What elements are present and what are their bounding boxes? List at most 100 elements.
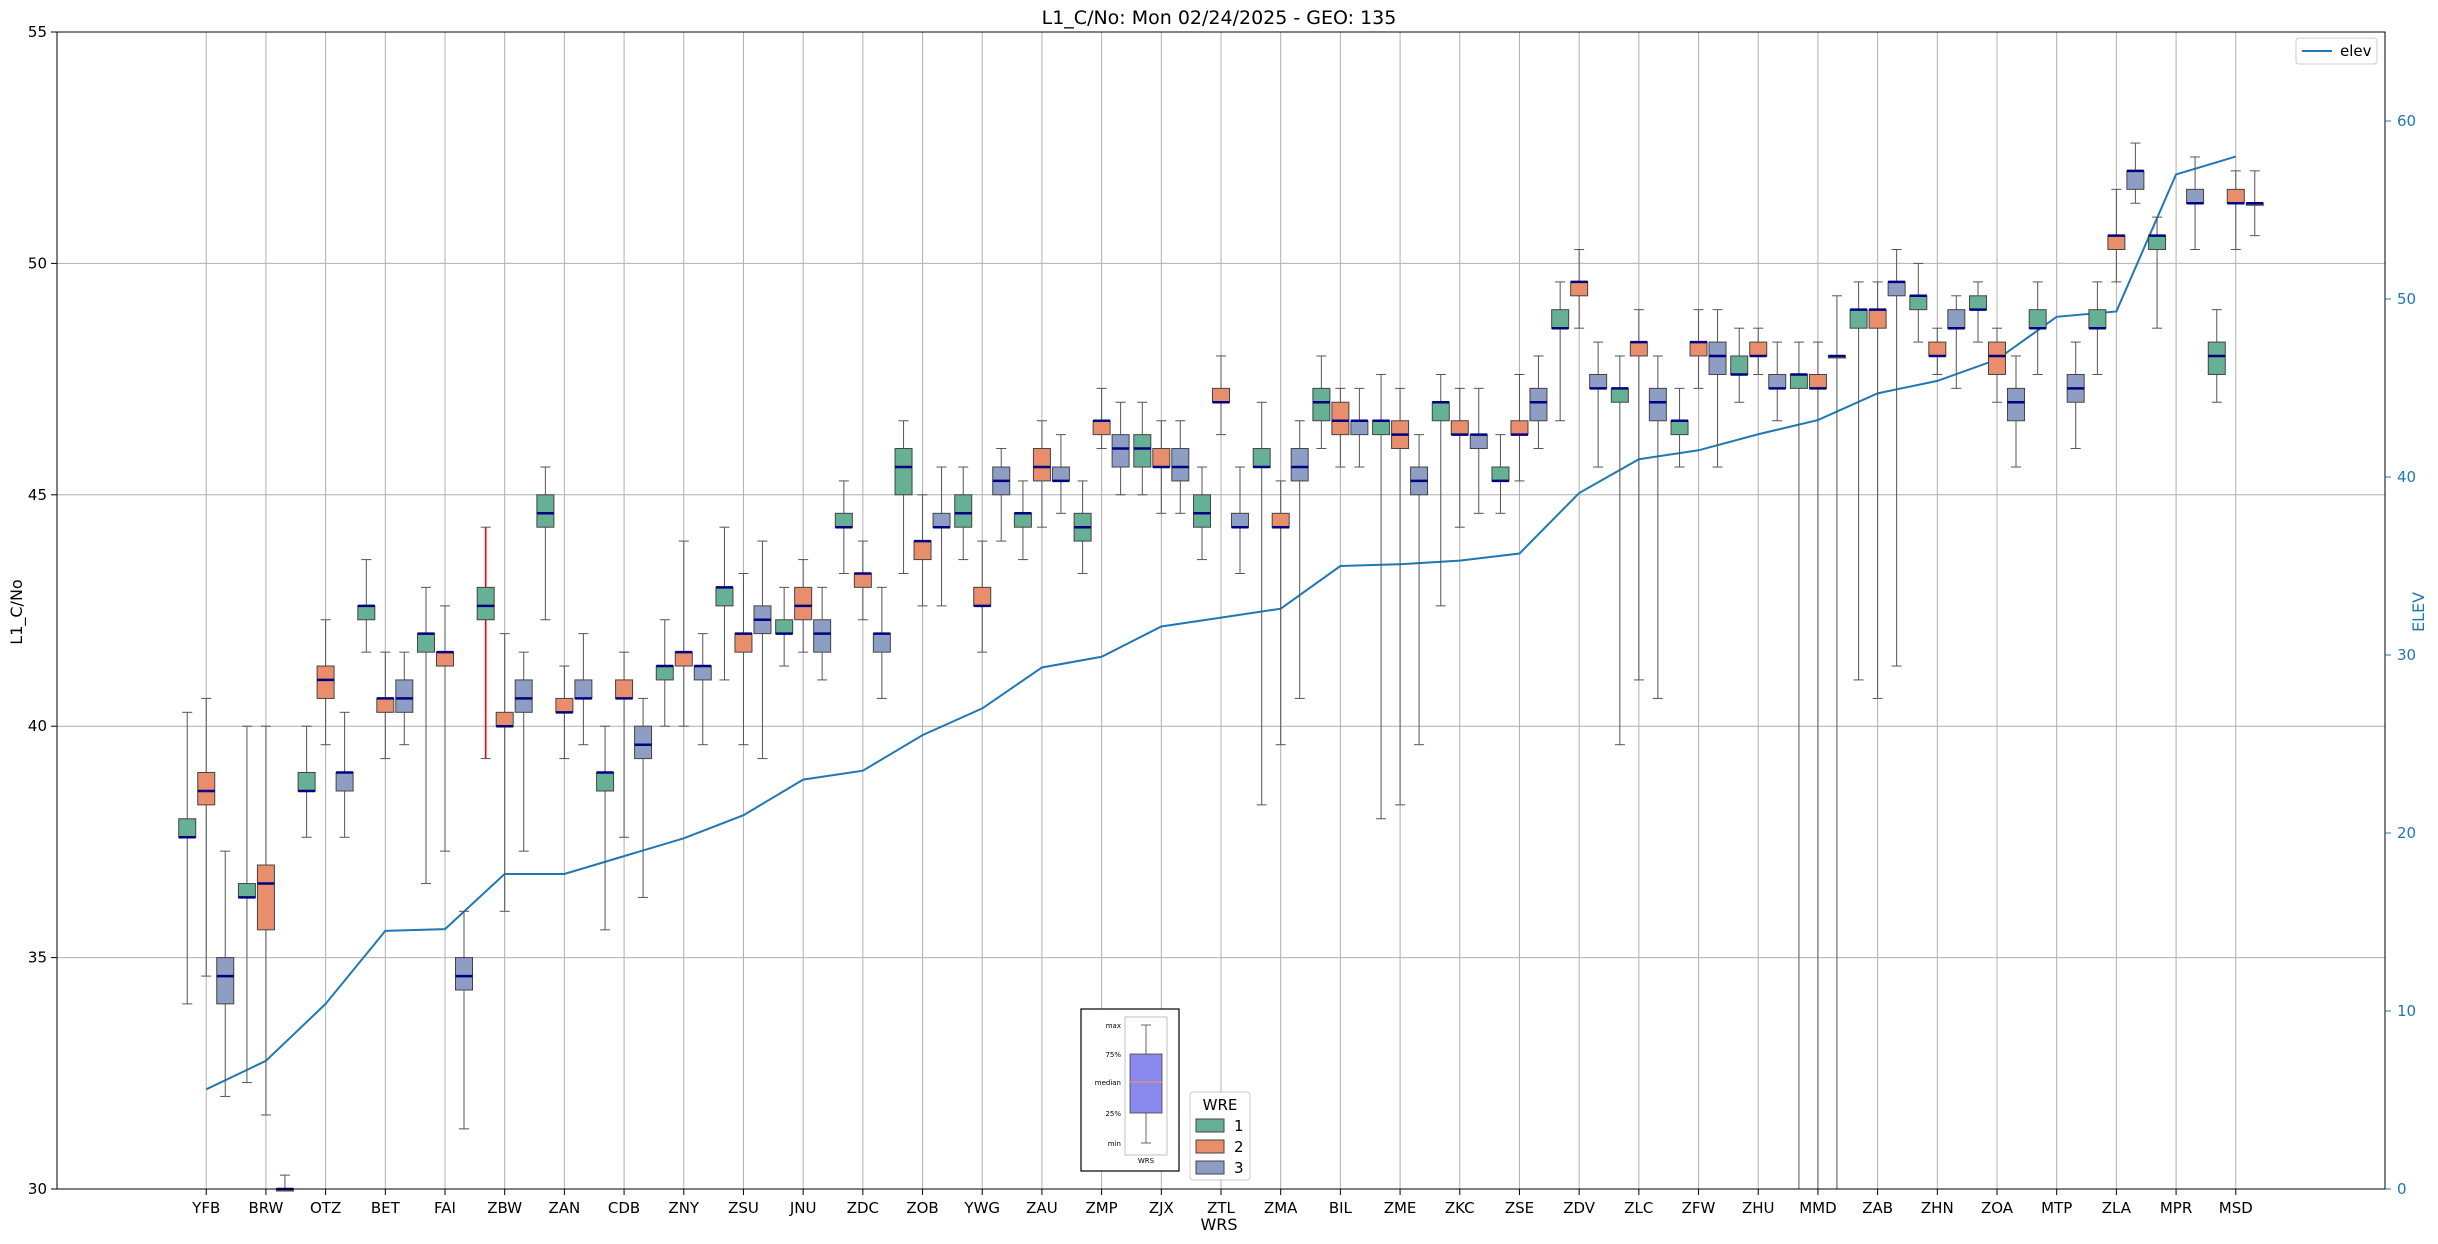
wre-legend-swatch-3	[1195, 1160, 1225, 1175]
box-body	[376, 697, 395, 713]
inset-label: median	[1095, 1079, 1121, 1087]
box-body	[2028, 309, 2047, 329]
box-body	[2126, 170, 2145, 190]
x-tick-label: YWG	[963, 1199, 1000, 1217]
box-1-zdv	[1551, 281, 1570, 422]
box-3-ztl	[1231, 466, 1249, 574]
box-1-zme	[1372, 373, 1391, 820]
elev-line-layer	[205, 155, 2237, 1091]
box-3-zab	[1887, 249, 1906, 667]
box-3-zlc	[1648, 355, 1667, 699]
box-3-mmd	[1827, 295, 1846, 1190]
box-3-zob	[932, 466, 951, 607]
wre-legend-title: WRE	[1203, 1096, 1238, 1114]
box-3-otz	[335, 711, 354, 838]
box-1-ywg	[954, 466, 973, 561]
box-1-zau	[1013, 480, 1032, 561]
box-2-zhn	[1928, 327, 1947, 375]
box-body	[1469, 434, 1488, 450]
y2-tick-label: 20	[2397, 824, 2416, 842]
x-tick-label: FAI	[434, 1199, 456, 1217]
box-1-mtp	[2028, 281, 2047, 375]
box-body	[1868, 309, 1887, 329]
box-2-yfb	[197, 697, 216, 977]
x-tick-label: ZME	[1384, 1199, 1417, 1217]
elev-legend-label: elev	[2340, 42, 2372, 60]
elev-line	[205, 155, 2237, 1091]
x-tick-label: ZSE	[1505, 1199, 1534, 1217]
wre-legend-swatch-1	[1195, 1118, 1225, 1133]
box-layer	[178, 142, 2264, 1192]
y-tick-label: 45	[28, 486, 47, 504]
box-3-zfw	[1708, 309, 1727, 468]
box-2-fai	[436, 605, 454, 852]
x-tick-label: ZAN	[549, 1199, 581, 1217]
box-2-zdv	[1570, 249, 1589, 329]
box-body	[216, 957, 235, 1005]
box-body	[655, 665, 674, 681]
box-body	[1768, 373, 1787, 389]
wre-legend-label-1: 1	[1234, 1117, 1244, 1135]
box-3-zmp	[1111, 401, 1130, 496]
box-body	[2107, 235, 2126, 251]
y2-axis-title: ELEV	[2409, 592, 2428, 632]
box-3-msd	[2245, 170, 2264, 237]
x-tick-label: ZAU	[1026, 1199, 1058, 1217]
y2-tick-label: 40	[2397, 468, 2416, 486]
box-body	[297, 771, 316, 792]
box-1-cdb	[596, 725, 615, 931]
box-body	[555, 697, 574, 713]
x-tick-label: MPR	[2160, 1199, 2192, 1217]
box-body	[973, 586, 992, 607]
box-body	[1909, 295, 1928, 311]
inset-label: 75%	[1105, 1051, 1121, 1059]
box-body	[693, 665, 712, 681]
box-body	[1730, 355, 1749, 375]
box-body	[316, 665, 335, 699]
box-body	[1032, 448, 1051, 482]
box-2-zab	[1868, 281, 1887, 699]
elev-legend: elev	[2295, 37, 2378, 65]
box-body	[1789, 373, 1808, 389]
box-body	[1928, 341, 1947, 357]
box-body	[335, 771, 354, 792]
x-tick-label: ZMP	[1085, 1199, 1117, 1217]
x-tick-label: ZTL	[1207, 1199, 1235, 1217]
box-1-brw	[237, 725, 256, 1084]
box-body	[794, 586, 813, 621]
box-3-fai	[455, 910, 473, 1130]
box-body	[1152, 448, 1171, 468]
y2-tick-label: 50	[2397, 290, 2416, 308]
box-body	[197, 771, 216, 806]
box-2-otz	[316, 619, 335, 746]
box-body	[1570, 281, 1589, 297]
x-tick-label: JNU	[789, 1199, 817, 1217]
x-tick-label: MTP	[2041, 1199, 2072, 1217]
box-2-zse	[1510, 373, 1529, 482]
box-body	[734, 633, 753, 653]
y-tick-label: 50	[28, 254, 47, 272]
wre-legend-frame	[1189, 1091, 1251, 1181]
box-body	[1491, 466, 1510, 482]
x-tick-label: ZFW	[1682, 1199, 1716, 1217]
y-tick-label: 35	[28, 949, 47, 967]
box-1-zhu	[1730, 327, 1749, 403]
box-3-yfb	[216, 850, 235, 1097]
box-3-ywg	[992, 448, 1011, 542]
inset-box	[1129, 1053, 1163, 1114]
box-body	[1133, 434, 1152, 468]
box-body	[1171, 448, 1190, 482]
box-2-brw	[256, 725, 275, 1116]
box-2-zhu	[1749, 327, 1768, 375]
box-2-zbw	[495, 633, 514, 912]
box-body	[2207, 341, 2226, 375]
box-body	[1749, 341, 1768, 357]
box-body	[574, 679, 593, 699]
inset-label: max	[1106, 1022, 1121, 1030]
box-body	[1231, 512, 1249, 528]
box-body	[395, 679, 414, 713]
box-3-mpr	[2186, 156, 2205, 251]
wre-legend-swatch-2	[1195, 1139, 1225, 1154]
y-tick-label: 40	[28, 717, 47, 735]
